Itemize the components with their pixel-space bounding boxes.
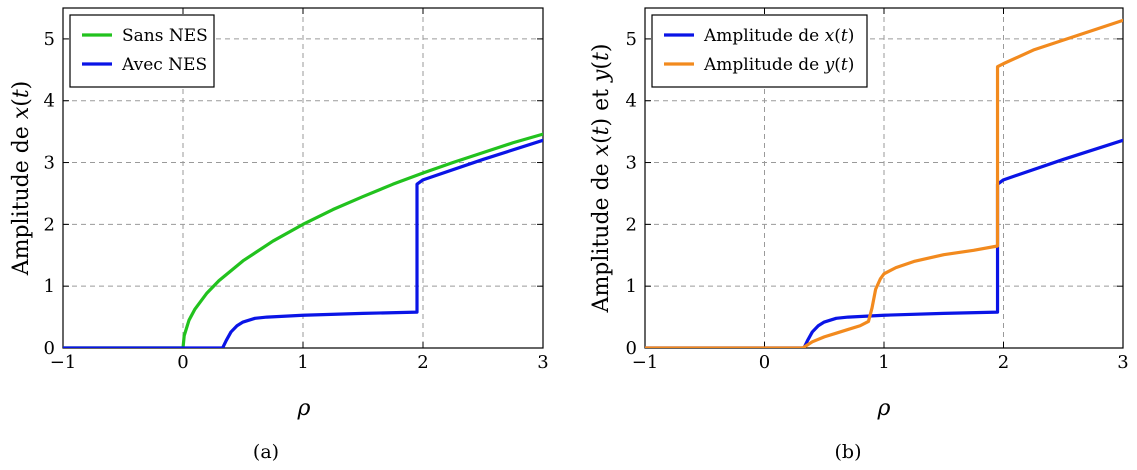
series-line-2 xyxy=(63,138,543,348)
x-tick-label: 2 xyxy=(417,352,428,373)
y-tick-label: 1 xyxy=(44,276,55,297)
panel-caption: (b) xyxy=(835,441,862,463)
x-tick-label: 1 xyxy=(878,352,889,373)
legend-label-1: Sans NES xyxy=(122,26,208,46)
series-group xyxy=(645,18,1123,348)
y-tick-label: 4 xyxy=(626,91,637,112)
y-tick-label: 2 xyxy=(44,214,55,235)
y-tick-label: 0 xyxy=(626,338,637,359)
panel-caption: (a) xyxy=(253,441,279,463)
x-tick-label: 2 xyxy=(998,352,1009,373)
legend-label-2: Amplitude de y(t) xyxy=(703,55,854,75)
y-tick-label: 0 xyxy=(44,338,55,359)
legend-label-1: Amplitude de x(t) xyxy=(703,26,854,46)
y-tick-label: 5 xyxy=(44,29,55,50)
series-group xyxy=(63,132,543,348)
grid-lines xyxy=(645,8,1123,348)
y-tick-label: 2 xyxy=(626,214,637,235)
y-tick-label: 4 xyxy=(44,91,55,112)
legend: Amplitude de x(t) Amplitude de y(t) xyxy=(651,14,868,88)
legend-box xyxy=(651,14,868,88)
x-tick-label: 1 xyxy=(297,352,308,373)
x-tick-label: −1 xyxy=(632,352,659,373)
y-tick-label: 1 xyxy=(626,276,637,297)
legend: Sans NES Avec NES xyxy=(69,14,215,88)
x-tick-label: 0 xyxy=(177,352,188,373)
legend-box xyxy=(69,14,215,88)
series-line-2 xyxy=(645,18,1123,348)
series-line-1 xyxy=(63,132,543,348)
x-tick-label: 3 xyxy=(1117,352,1128,373)
x-axis-label: ρ xyxy=(297,396,311,421)
x-tick-label: 0 xyxy=(759,352,770,373)
y-axis-label: Amplitude de x(t) et y(t) xyxy=(589,44,614,314)
y-tick-label: 3 xyxy=(626,153,637,174)
x-axis-label: ρ xyxy=(877,396,891,421)
y-tick-label: 3 xyxy=(44,153,55,174)
legend-label-2: Avec NES xyxy=(121,55,207,75)
y-tick-label: 5 xyxy=(626,29,637,50)
x-tick-label: 3 xyxy=(537,352,548,373)
y-axis-label: Amplitude de x(t) xyxy=(9,81,34,277)
x-tick-label: −1 xyxy=(50,352,77,373)
